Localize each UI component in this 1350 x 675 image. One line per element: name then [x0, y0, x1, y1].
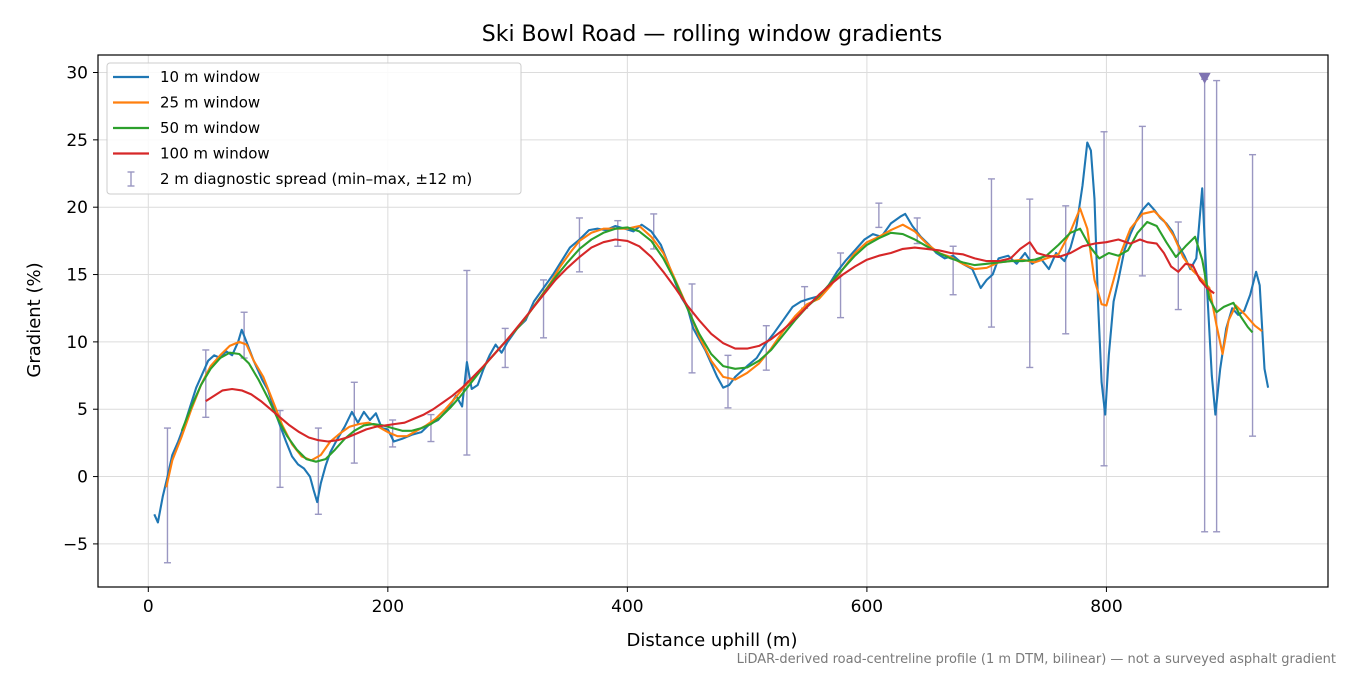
- error-bar: [837, 252, 845, 319]
- y-tick-label: 5: [77, 400, 88, 420]
- error-bar: [1138, 125, 1146, 277]
- legend-label: 25 m window: [160, 94, 260, 112]
- y-axis-label: Gradient (%): [24, 262, 45, 377]
- axes: 0 200 400 600 800 −5 0 5 10 15 20 25 30: [63, 64, 1123, 617]
- error-bar: [575, 217, 583, 273]
- legend-box: [106, 62, 522, 195]
- y-tick-label: −5: [63, 535, 88, 555]
- y-tick-label: 25: [66, 131, 88, 151]
- error-bar: [1249, 153, 1257, 437]
- error-bar: [987, 178, 995, 328]
- error-bar: [163, 427, 171, 564]
- series-lines: [153, 141, 1270, 524]
- error-bar: [1213, 79, 1221, 533]
- legend-entry: 2 m diagnostic spread (min–max, ±12 m): [127, 170, 472, 188]
- legend-entry: 10 m window: [113, 68, 260, 86]
- error-bar: [614, 219, 622, 247]
- legend-entry: 50 m window: [113, 119, 260, 137]
- series-line: [153, 141, 1270, 524]
- series-line: [205, 238, 1215, 443]
- peak-marker: [1198, 72, 1211, 84]
- error-bar: [202, 349, 210, 418]
- legend-label: 100 m window: [160, 145, 270, 163]
- error-bar: [688, 283, 696, 374]
- error-bar: [762, 325, 770, 371]
- y-tick-label: 0: [77, 468, 88, 488]
- chart-title: Ski Bowl Road — rolling window gradients: [482, 22, 943, 47]
- legend-entry: 100 m window: [113, 145, 270, 163]
- error-bar: [1174, 221, 1182, 311]
- y-tick-label: 15: [66, 266, 88, 286]
- y-tick-label: 20: [66, 198, 88, 218]
- series-line: [165, 207, 1263, 488]
- plot-frame: [97, 54, 1329, 588]
- y-tick-label: 30: [66, 64, 88, 84]
- error-bar: [350, 381, 358, 464]
- error-bar: [724, 354, 732, 409]
- error-bar: [1026, 198, 1034, 369]
- error-bar: [949, 245, 957, 296]
- x-tick-label: 400: [611, 597, 643, 617]
- x-tick-label: 200: [372, 597, 404, 617]
- footnote: LiDAR-derived road-centreline profile (1…: [736, 652, 1336, 667]
- legend-label: 10 m window: [160, 68, 260, 86]
- y-tick-label: 10: [66, 333, 88, 353]
- legend-entry: 25 m window: [113, 94, 260, 112]
- error-bar: [875, 202, 883, 229]
- legend-label: 50 m window: [160, 119, 260, 137]
- error-bar: [1062, 205, 1070, 335]
- legend: 10 m window 25 m window 50 m window 100 m w…: [106, 62, 522, 195]
- x-axis-label: Distance uphill (m): [627, 630, 798, 651]
- x-tick-label: 800: [1090, 597, 1122, 617]
- legend-label: 2 m diagnostic spread (min–max, ±12 m): [160, 170, 472, 188]
- x-tick-label: 0: [143, 597, 154, 617]
- x-tick-label: 600: [851, 597, 883, 617]
- error-bar: [427, 413, 435, 443]
